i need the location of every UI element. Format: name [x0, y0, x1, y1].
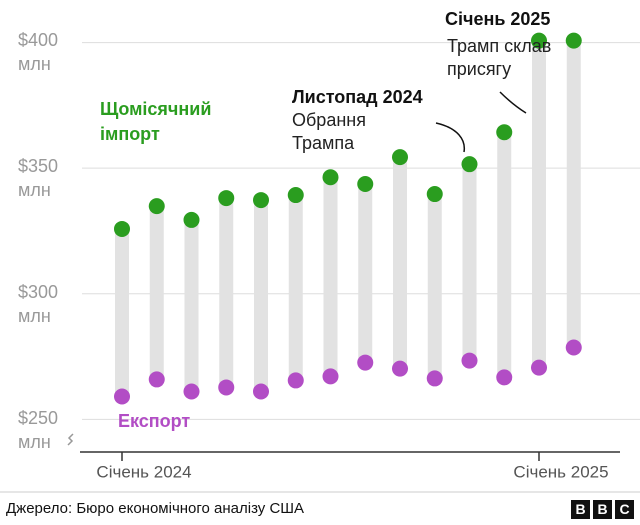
import-dot [287, 187, 304, 204]
export-dot [392, 360, 408, 377]
import-dot [426, 186, 443, 203]
export-dot [287, 372, 304, 389]
range-bar [254, 200, 268, 392]
export-dot [496, 369, 513, 386]
logo-letter: C [615, 500, 634, 519]
range-bar [288, 195, 303, 381]
import-dot [461, 156, 478, 173]
logo: B B C [571, 500, 634, 519]
y-tick-label: $250 млн [18, 408, 59, 452]
import-dot [496, 124, 513, 141]
range-bar [115, 228, 129, 397]
legend-export: Експорт [118, 411, 191, 431]
export-dot [531, 359, 547, 376]
export-dot [183, 383, 200, 400]
export-dot [114, 388, 130, 405]
x-tick-label: Січень 2025 [513, 462, 608, 481]
import-dot [392, 149, 408, 166]
import-dot [148, 198, 165, 215]
x-tick-label: Січень 2024 [96, 462, 191, 481]
range-bar [219, 198, 234, 388]
range-bar [358, 184, 373, 363]
range-bar [566, 40, 581, 348]
axis-break [67, 433, 74, 446]
range-bar [323, 177, 338, 377]
export-dot [565, 339, 582, 356]
range-bar [532, 40, 546, 368]
y-tick-label: $350 млн [18, 156, 59, 200]
export-dot [148, 371, 165, 388]
y-tick-label: $400 млн [18, 30, 59, 74]
import-dot [357, 176, 374, 193]
import-dot [218, 190, 235, 207]
annotation-arrow [435, 122, 466, 153]
range-bar [427, 194, 442, 379]
annotation-text: Обрання Трампа [292, 110, 366, 153]
export-dot [426, 370, 443, 387]
import-dot [183, 211, 200, 228]
range-bar [184, 219, 199, 392]
range-bar [393, 157, 407, 369]
export-dot [218, 379, 235, 396]
legend-import: Щомісячний імпорт [100, 99, 212, 144]
import-dot [531, 32, 547, 49]
import-dot [322, 169, 339, 186]
logo-letter: B [571, 500, 590, 519]
y-tick-label: $300 млн [18, 282, 59, 326]
import-dot [114, 220, 130, 237]
range-bar [462, 164, 477, 361]
export-dot [253, 383, 269, 400]
range-bar [149, 206, 164, 380]
annotation-arrow [499, 91, 527, 114]
annotation-title: Січень 2025 [445, 9, 551, 29]
annotation-text: Трамп склав присягу [447, 36, 552, 79]
source: Джерело: Бюро економічного аналізу США [6, 500, 305, 517]
annotation-title: Листопад 2024 [292, 87, 423, 107]
import-dot [565, 32, 582, 49]
export-dot [357, 354, 374, 371]
export-dot [322, 368, 339, 385]
export-dot [461, 352, 478, 369]
range-bar [497, 132, 512, 378]
import-dot [253, 192, 269, 209]
logo-letter: B [593, 500, 612, 519]
